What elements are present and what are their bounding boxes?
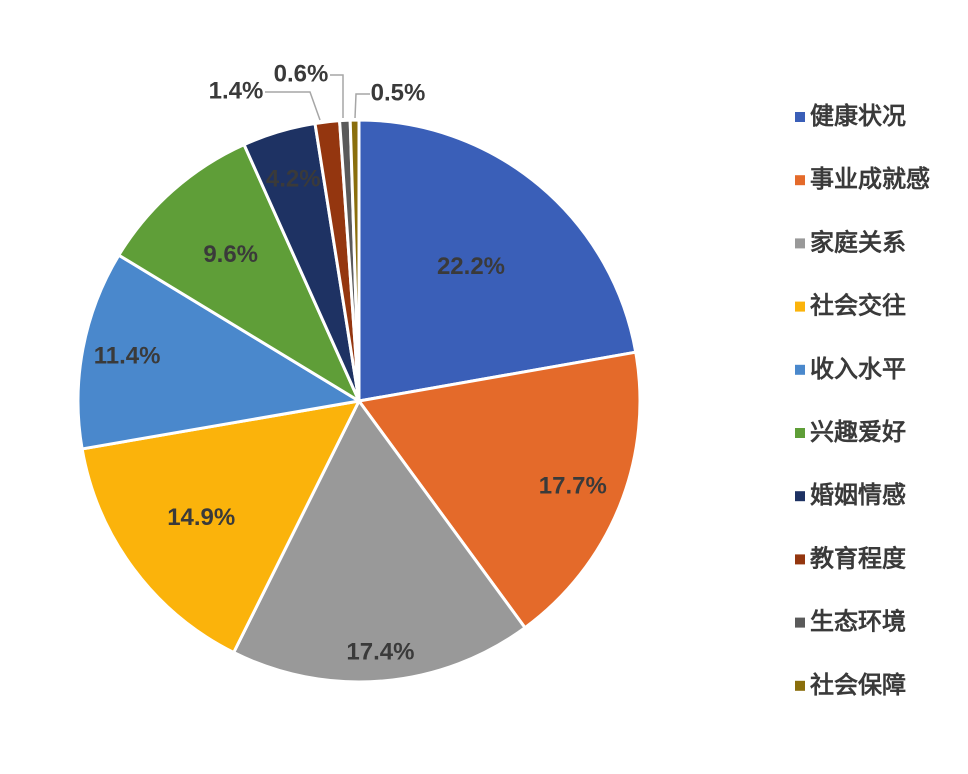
legend-label-10: 社会保障 [810,671,906,699]
legend-label-7: 婚姻情感 [810,481,906,509]
leader-lines [265,74,370,121]
pie-slice-1 [357,118,638,403]
legend-swatch-6 [795,428,805,438]
legend-swatch-7 [795,491,805,502]
legend-swatch-5 [795,364,805,375]
legend-label-3: 家庭关系 [810,228,906,256]
legend: 健康状况事业成就感家庭关系社会交往收入水平兴趣爱好婚姻情感教育程度生态环境社会保… [795,102,930,699]
legend-swatch-2 [795,175,805,186]
pie-slices [76,118,642,684]
pie-slice-10 [348,118,361,403]
legend-label-8: 教育程度 [810,544,907,572]
pie-slice-2 [357,350,642,630]
data-label-7: 4.2% [266,166,321,193]
pie-slice-6 [117,143,361,403]
pie-slice-4 [80,399,361,655]
legend-swatch-3 [795,238,805,249]
data-label-6: 9.6% [203,241,258,268]
leader-line-8 [265,91,321,121]
data-label-3: 17.4% [346,638,414,665]
data-label-8: 1.4% [209,77,264,104]
legend-label-6: 兴趣爱好 [810,418,906,446]
legend-swatch-4 [795,301,805,312]
legend-swatch-10 [795,680,805,691]
legend-label-4: 社会交往 [810,292,906,320]
data-label-4: 14.9% [167,504,235,531]
pie-slice-3 [232,399,527,684]
legend-label-2: 事业成就感 [810,165,930,193]
legend-swatch-8 [795,554,805,565]
data-label-9: 0.6% [274,60,329,87]
data-label-5: 11.4% [94,342,161,369]
legend-swatch-1 [795,112,805,122]
leader-line-9 [330,74,344,118]
leader-line-10 [354,93,370,119]
data-label-10: 0.5% [371,79,426,106]
data-label-2: 17.7% [539,472,607,499]
legend-label-9: 生态环境 [810,608,906,636]
data-label-1: 22.2% [437,253,505,280]
legend-label-5: 收入水平 [810,355,906,383]
legend-label-1: 健康状况 [810,102,906,130]
legend-swatch-9 [795,617,805,628]
data-labels: 22.2% 17.7% 17.4% 14.9% 11.4% 9.6% 4.2% 1.4% 0.6… [94,60,607,665]
pie-slice-5 [76,253,361,451]
